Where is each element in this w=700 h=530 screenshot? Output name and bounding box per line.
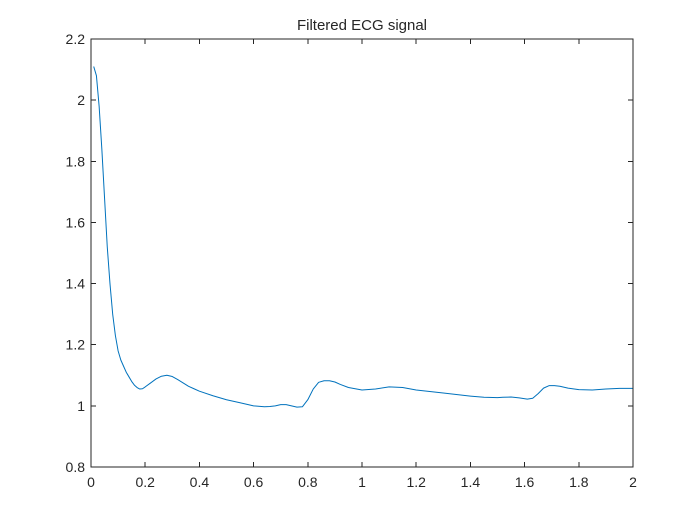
x-tick-label: 1.2 (406, 474, 426, 490)
y-tick-label: 0.8 (66, 459, 86, 475)
x-tick-label: 0.4 (190, 474, 210, 490)
plot-background (91, 39, 633, 467)
x-tick-label: 0 (87, 474, 95, 490)
plot-area (91, 39, 633, 467)
x-tick-label: 1.6 (515, 474, 535, 490)
x-tick-label: 1.4 (461, 474, 481, 490)
y-tick-label: 1.2 (66, 337, 86, 353)
y-tick-label: 1.6 (66, 214, 86, 230)
x-tick-label: 0.8 (298, 474, 318, 490)
axes: 0 0.2 0.4 0.6 0.8 1 1.2 1.4 1.6 1.8 2 0.8 1 1.2 1.4 1.6… (66, 31, 638, 490)
x-tick-label: 0.2 (135, 474, 155, 490)
chart-title: Filtered ECG signal (297, 17, 427, 34)
x-tick-label: 2 (629, 474, 637, 490)
y-tick-label: 2 (77, 92, 85, 108)
y-tick-label: 1 (77, 398, 85, 414)
y-tick-label: 1.8 (66, 153, 86, 169)
x-tick-label: 1.8 (569, 474, 589, 490)
ecg-signal-line (93, 66, 633, 408)
x-tick-label: 0.6 (244, 474, 264, 490)
x-tick-label: 1 (358, 474, 366, 490)
y-tick-label: 2.2 (66, 31, 86, 47)
y-tick-label: 1.4 (66, 276, 86, 292)
